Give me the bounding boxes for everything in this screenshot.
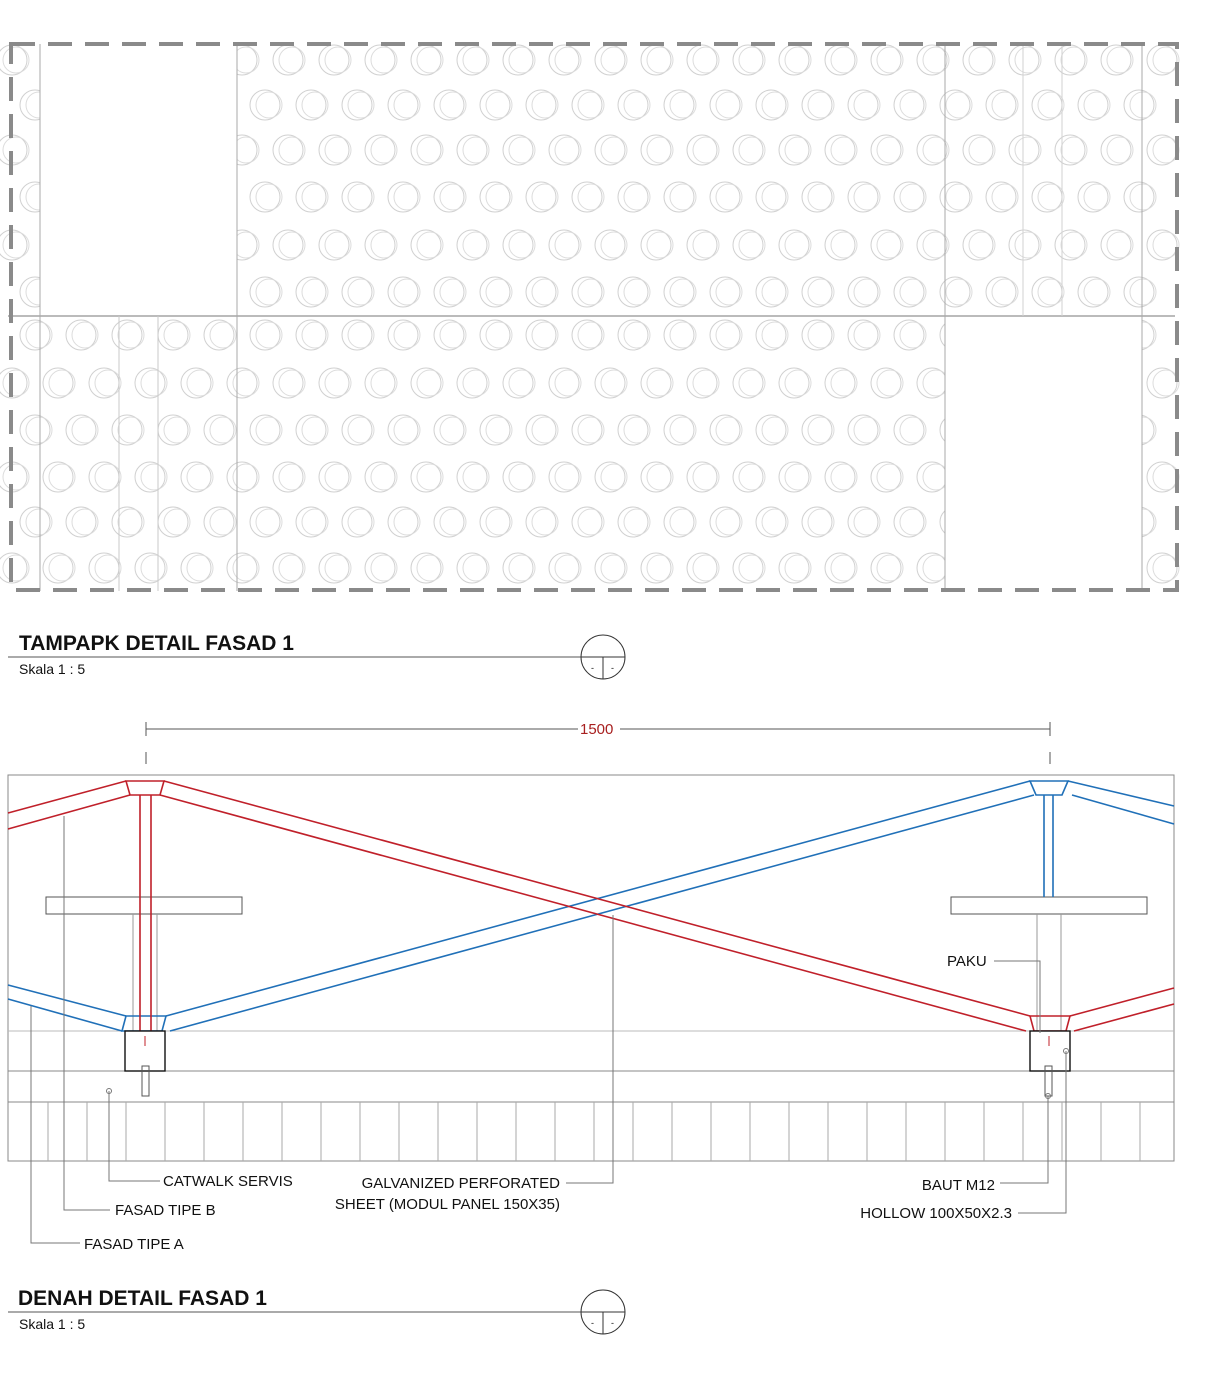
plate-hangers (132, 914, 1062, 1031)
catwalk-grating (47, 1102, 1141, 1161)
plan-view: 1500 (7, 721, 1175, 1253)
label-sheet-line1: GALVANIZED PERFORATED (362, 1175, 561, 1192)
label-catwalk-servis: CATWALK SERVIS (163, 1173, 293, 1190)
plan-frame (7, 774, 1175, 1162)
panel-joints (8, 44, 1175, 591)
leader-lines (30, 816, 1069, 1244)
label-hollow: HOLLOW 100X50X2.3 (860, 1205, 1012, 1222)
elevation-scale: Skala 1 : 5 (19, 661, 85, 677)
elevation-dashed-border (9, 42, 1179, 592)
elevation-title-block: TAMPAPK DETAIL FASAD 1 Skala 1 : 5 - - (8, 632, 626, 680)
label-baut-m12: BAUT M12 (922, 1177, 995, 1194)
fasad-tipe-a-members (7, 780, 1175, 1032)
elevation-marker-sheet: - (611, 663, 614, 673)
dimension-value: 1500 (580, 721, 613, 738)
elevation-title: TAMPAPK DETAIL FASAD 1 (19, 632, 294, 655)
plan-scale: Skala 1 : 5 (19, 1316, 85, 1332)
elevation-view (0, 42, 1180, 592)
label-sheet-line2: SHEET (MODUL PANEL 150X35) (335, 1196, 560, 1213)
catwalk-plate-right (950, 896, 1148, 915)
plan-title-block: DENAH DETAIL FASAD 1 Skala 1 : 5 - - (8, 1287, 626, 1335)
plan-section-marker: - - (580, 1289, 626, 1335)
bolt-details (141, 1036, 1053, 1097)
blank-panel-top-left (40, 44, 237, 316)
plan-marker-detail: - (591, 1318, 594, 1328)
dimension-line (145, 722, 1051, 764)
plan-marker-sheet: - (611, 1318, 614, 1328)
label-paku: PAKU (947, 953, 987, 970)
label-fasad-tipe-b: FASAD TIPE B (115, 1202, 216, 1219)
catwalk-plate-left (45, 896, 243, 915)
elevation-marker-detail: - (591, 663, 594, 673)
label-fasad-tipe-a: FASAD TIPE A (84, 1236, 184, 1253)
blank-panel-bottom-right (945, 316, 1142, 591)
plan-title: DENAH DETAIL FASAD 1 (18, 1287, 267, 1310)
elevation-section-marker: - - (580, 634, 626, 680)
